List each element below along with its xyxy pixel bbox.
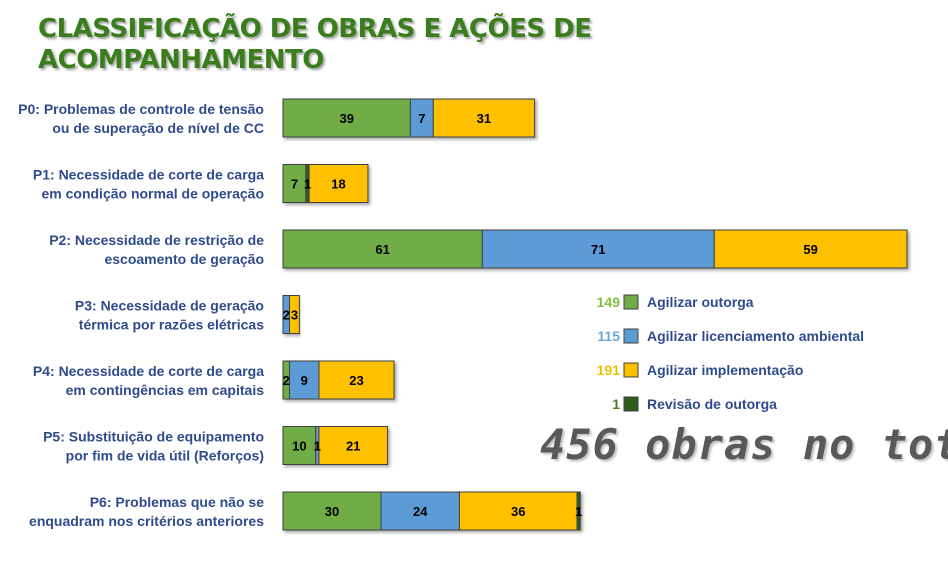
data-label: 9 bbox=[301, 373, 308, 388]
category-label: P6: Problemas que não se enquadram nos cr… bbox=[29, 494, 264, 529]
bar-segment bbox=[576, 491, 581, 531]
data-label: 31 bbox=[477, 111, 491, 126]
data-label: 18 bbox=[331, 177, 345, 192]
bar-segment bbox=[289, 295, 300, 334]
data-label: 2 bbox=[283, 308, 290, 323]
bar-row bbox=[282, 360, 395, 400]
category-label: P3: Necessidade de geração térmica por ra… bbox=[75, 298, 264, 333]
page-title: CLASSIFICAÇÃO DE OBRAS E AÇÕES DE ACOMPA… bbox=[38, 14, 598, 76]
category-label-line: por fim de vida útil (Reforços) bbox=[66, 448, 264, 464]
category-label-line: térmica por razões elétricas bbox=[79, 317, 264, 333]
data-label: 1 bbox=[314, 439, 321, 454]
data-label: 39 bbox=[339, 111, 353, 126]
bar-segment bbox=[282, 426, 317, 465]
category-label-line: P6: Problemas que não se bbox=[90, 494, 264, 510]
legend-swatch bbox=[623, 362, 639, 378]
legend-label: Agilizar licenciamento ambiental bbox=[647, 328, 864, 344]
bar-segment bbox=[380, 491, 460, 531]
data-label: 1 bbox=[304, 177, 311, 192]
bar-segment bbox=[282, 98, 411, 138]
legend-label: Revisão de outorga bbox=[647, 396, 777, 412]
title-line-1: CLASSIFICAÇÃO DE OBRAS E AÇÕES DE bbox=[38, 14, 592, 44]
legend-count: 115 bbox=[597, 328, 620, 344]
bar-segment bbox=[289, 360, 320, 400]
data-label: 21 bbox=[346, 439, 360, 454]
legend-swatch bbox=[623, 328, 639, 344]
data-label: 24 bbox=[413, 504, 428, 519]
legend-label: Agilizar outorga bbox=[647, 294, 754, 310]
category-label-line: P1: Necessidade de corte de carga bbox=[33, 167, 264, 183]
bar-row bbox=[282, 491, 581, 531]
category-label-line: P3: Necessidade de geração bbox=[75, 298, 264, 314]
title-line-2: ACOMPANHAMENTO bbox=[38, 45, 324, 75]
data-label: 10 bbox=[292, 439, 306, 454]
data-label: 7 bbox=[291, 177, 298, 192]
bar-row bbox=[282, 164, 369, 203]
data-label: 61 bbox=[375, 242, 389, 257]
legend-count: 1 bbox=[612, 396, 620, 412]
category-label-line: escoamento de geração bbox=[104, 251, 264, 267]
category-label-line: P0: Problemas de controle de tensão bbox=[18, 101, 264, 117]
data-label: 2 bbox=[283, 373, 290, 388]
category-label-line: P5: Substituição de equipamento bbox=[43, 429, 264, 445]
legend-swatch bbox=[623, 294, 639, 310]
bar-segment bbox=[282, 229, 483, 269]
category-label: P1: Necessidade de corte de carga em cond… bbox=[33, 167, 264, 202]
data-label: 7 bbox=[418, 111, 425, 126]
bar-segment bbox=[318, 360, 395, 400]
category-label: P0: Problemas de controle de tensão ou de… bbox=[18, 101, 264, 136]
data-label: 30 bbox=[325, 504, 339, 519]
total-annotation: 456 obras no total bbox=[540, 420, 948, 469]
bar-segment bbox=[318, 426, 389, 465]
data-label: 36 bbox=[511, 504, 525, 519]
bar-segment bbox=[282, 491, 382, 531]
bar-segment bbox=[432, 98, 536, 138]
bar-segment bbox=[713, 229, 908, 269]
data-label: 1 bbox=[575, 504, 582, 519]
data-label: 71 bbox=[591, 242, 605, 257]
category-label-line: enquadram nos critérios anteriores bbox=[29, 513, 264, 529]
category-label-line: P2: Necessidade de restrição de bbox=[49, 232, 264, 248]
bar-row bbox=[282, 229, 908, 269]
category-label: P5: Substituição de equipamento por fim d… bbox=[43, 429, 264, 464]
bar-segment bbox=[308, 164, 369, 203]
bar-segment bbox=[481, 229, 715, 269]
category-label-line: ou de superação de nível de CC bbox=[52, 120, 264, 136]
bar-row bbox=[282, 295, 300, 334]
bar-segment bbox=[458, 491, 578, 531]
category-label: P2: Necessidade de restrição de escoament… bbox=[49, 232, 264, 267]
category-label-line: em contingências em capitais bbox=[66, 382, 265, 398]
category-label: P4: Necessidade de corte de carga em cont… bbox=[33, 363, 264, 398]
data-label: 23 bbox=[349, 373, 363, 388]
legend-swatch bbox=[623, 396, 639, 412]
category-label-line: P4: Necessidade de corte de carga bbox=[33, 363, 264, 379]
data-label: 3 bbox=[291, 308, 298, 323]
legend-count: 149 bbox=[597, 294, 621, 310]
category-label-line: em condição normal de operação bbox=[41, 186, 264, 202]
legend-label: Agilizar implementação bbox=[647, 362, 803, 378]
bar-row bbox=[282, 426, 389, 465]
bar-row bbox=[282, 98, 536, 138]
data-label: 59 bbox=[803, 242, 817, 257]
legend-count: 191 bbox=[597, 362, 621, 378]
